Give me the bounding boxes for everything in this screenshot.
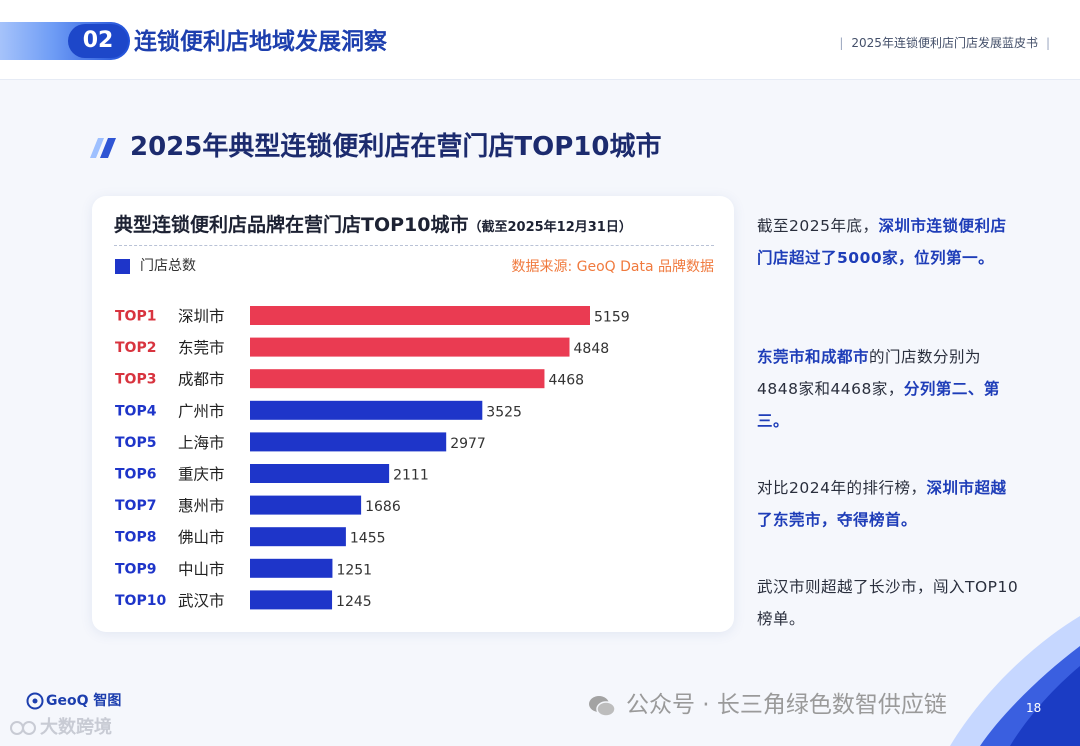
rank-label: TOP6 <box>115 467 156 483</box>
city-label: 成都市 <box>178 371 225 389</box>
city-label: 上海市 <box>178 434 225 452</box>
city-label: 武汉市 <box>178 592 225 610</box>
bar-武汉市 <box>250 590 333 610</box>
rank-label: TOP3 <box>115 372 156 388</box>
rank-label: TOP2 <box>115 340 156 356</box>
bar-深圳市 <box>250 306 590 325</box>
chart-divider <box>114 245 714 246</box>
report-name: | 2025年连锁便利店门店发展蓝皮书 | <box>831 34 1058 52</box>
city-label: 深圳市 <box>178 308 225 326</box>
bar-chart: TOP1 深圳市 5159 TOP2 东莞市 4848 TOP3 成都市 4468 TOP4 广州市… <box>115 306 630 610</box>
watermark-left: 大数跨境 <box>40 717 112 738</box>
value-label: 2977 <box>450 436 486 452</box>
comment-paragraph-3: 对比2024年的排行榜，深圳市超越了东莞市，夺得榜首。 <box>757 472 1019 536</box>
city-label: 广州市 <box>178 402 225 420</box>
value-label: 1251 <box>336 562 372 578</box>
watermark-right: 公众号 · 长三角绿色数智供应链 <box>626 692 947 718</box>
legend-swatch <box>115 259 130 274</box>
comment-3-text: 对比2024年的排行榜， <box>757 479 927 497</box>
comment-2-text: 的门店数分别为4848家和4468家， <box>757 348 982 398</box>
rank-label: TOP8 <box>115 530 156 546</box>
legend-label: 门店总数 <box>140 258 196 274</box>
value-label: 1245 <box>336 594 372 610</box>
title-slash-icon <box>90 138 116 158</box>
rank-label: TOP1 <box>115 309 156 325</box>
report-name-text: 2025年连锁便利店门店发展蓝皮书 <box>851 36 1038 50</box>
comment-paragraph-1: 截至2025年底，深圳市连锁便利店门店超过了5000家，位列第一。 <box>757 210 1019 274</box>
page-header: 02 连锁便利店地域发展洞察 | 2025年连锁便利店门店发展蓝皮书 | <box>0 0 1080 80</box>
page-title: 2025年典型连锁便利店在营门店TOP10城市 <box>130 132 662 162</box>
chart-subtitle: （截至2025年12月31日） <box>468 220 632 235</box>
city-label: 中山市 <box>178 560 225 578</box>
wechat-icon <box>589 696 616 717</box>
bar-上海市 <box>250 432 447 452</box>
data-source: 数据来源: GeoQ Data 品牌数据 <box>511 259 714 275</box>
rank-label: TOP10 <box>115 593 166 609</box>
bar-广州市 <box>250 400 483 420</box>
rank-label: TOP9 <box>115 561 156 577</box>
value-label: 4468 <box>548 373 584 389</box>
geoq-logo-icon <box>26 692 44 710</box>
comment-1-highlight: 深圳市连锁便利店门店超过了5000家，位列第一。 <box>757 217 1007 267</box>
city-label: 重庆市 <box>178 466 225 484</box>
chart-title-text: 典型连锁便利店品牌在营门店TOP10城市 <box>114 214 469 236</box>
page-number: 18 <box>1026 701 1042 715</box>
comment-1-text: 截至2025年底， <box>757 217 879 235</box>
rank-label: TOP5 <box>115 435 156 451</box>
comment-2-highlight-a: 东莞市和成都市 <box>757 348 870 366</box>
bar-惠州市 <box>250 495 362 515</box>
watermark-quote-icon <box>10 721 36 735</box>
separator-right: | <box>1045 36 1050 50</box>
corner-wave-decoration <box>950 616 1080 746</box>
city-label: 惠州市 <box>178 497 225 515</box>
section-number: 02 <box>68 24 128 58</box>
rank-label: TOP7 <box>115 498 156 514</box>
bar-重庆市 <box>250 464 390 483</box>
bar-成都市 <box>250 369 545 389</box>
value-label: 2111 <box>393 468 429 484</box>
separator-left: | <box>839 36 844 50</box>
bar-东莞市 <box>250 337 570 357</box>
city-label: 佛山市 <box>178 529 225 547</box>
value-label: 4848 <box>574 341 610 357</box>
comment-paragraph-4: 武汉市则超越了长沙市，闯入TOP10榜单。 <box>757 571 1019 635</box>
city-label: 东莞市 <box>178 339 225 357</box>
comment-paragraph-2: 东莞市和成都市的门店数分别为4848家和4468家，分列第二、第三。 <box>757 341 1019 437</box>
value-label: 1455 <box>350 531 386 547</box>
bar-佛山市 <box>250 527 346 547</box>
comment-2-highlight-b: 分列第二、第三。 <box>757 380 1000 430</box>
bar-中山市 <box>250 558 333 578</box>
section-title: 连锁便利店地域发展洞察 <box>134 29 387 55</box>
comment-3-highlight: 深圳市超越了东莞市，夺得榜首。 <box>757 479 1007 529</box>
chart-title: 典型连锁便利店品牌在营门店TOP10城市（截至2025年12月31日） <box>114 212 632 241</box>
rank-label: TOP4 <box>115 403 157 419</box>
brand-name: GeoQ 智图 <box>46 693 122 709</box>
value-label: 5159 <box>594 310 630 326</box>
value-label: 1686 <box>365 499 401 515</box>
comment-4-text: 武汉市则超越了长沙市，闯入TOP10榜单。 <box>757 578 1019 628</box>
value-label: 3525 <box>486 404 522 420</box>
